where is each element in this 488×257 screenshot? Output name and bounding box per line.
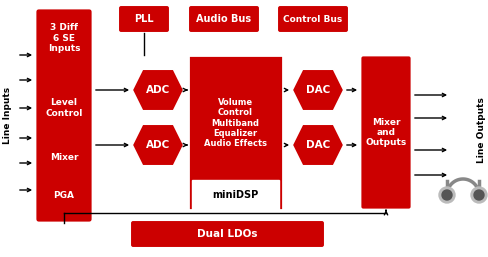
FancyBboxPatch shape (35, 8, 93, 223)
FancyBboxPatch shape (130, 220, 325, 248)
Text: Line Inputs: Line Inputs (3, 86, 13, 144)
Text: Audio Bus: Audio Bus (196, 14, 251, 24)
FancyBboxPatch shape (276, 5, 348, 33)
Polygon shape (132, 124, 183, 166)
Circle shape (473, 190, 483, 200)
Text: DAC: DAC (305, 140, 329, 150)
FancyBboxPatch shape (187, 5, 260, 33)
Text: Line Outputs: Line Outputs (476, 97, 486, 163)
FancyBboxPatch shape (187, 55, 283, 210)
Polygon shape (291, 124, 343, 166)
Text: PGA: PGA (53, 190, 74, 199)
Text: Dual LDOs: Dual LDOs (197, 229, 257, 239)
Polygon shape (291, 69, 343, 111)
Text: ADC: ADC (145, 85, 170, 95)
Text: Control Bus: Control Bus (283, 14, 342, 23)
Text: PLL: PLL (134, 14, 154, 24)
Text: ADC: ADC (145, 140, 170, 150)
Text: Mixer: Mixer (50, 153, 78, 162)
Text: Mixer
and
Outputs: Mixer and Outputs (365, 118, 406, 148)
Text: Level
Control: Level Control (45, 98, 82, 118)
FancyBboxPatch shape (118, 5, 170, 33)
Text: miniDSP: miniDSP (212, 190, 258, 200)
FancyBboxPatch shape (192, 180, 279, 210)
Text: Volume
Control
Multiband
Equalizer
Audio Effects: Volume Control Multiband Equalizer Audio… (203, 98, 266, 148)
FancyBboxPatch shape (359, 55, 411, 210)
Circle shape (438, 187, 454, 203)
Circle shape (441, 190, 451, 200)
Text: 3 Diff
6 SE
Inputs: 3 Diff 6 SE Inputs (48, 23, 80, 53)
Circle shape (470, 187, 486, 203)
Polygon shape (132, 69, 183, 111)
Text: DAC: DAC (305, 85, 329, 95)
